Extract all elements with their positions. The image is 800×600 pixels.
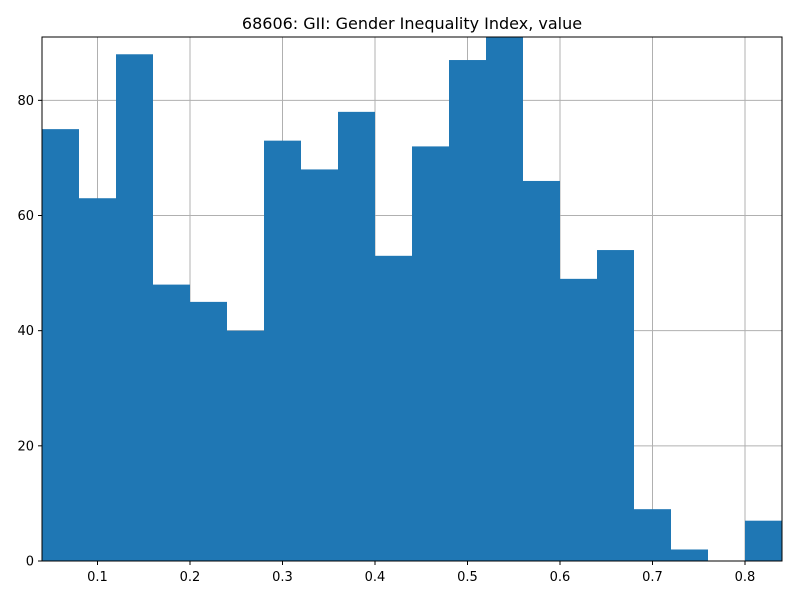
histogram-bar — [486, 37, 523, 561]
histogram-bar — [745, 520, 782, 561]
histogram-bar — [375, 255, 412, 562]
histogram-bar — [412, 146, 449, 561]
y-tick-label: 0 — [26, 555, 34, 570]
x-tick-label: 0.7 — [642, 570, 663, 585]
histogram-bar — [449, 60, 486, 562]
x-tick-label: 0.1 — [87, 570, 108, 585]
histogram-bar — [523, 180, 560, 561]
histogram-bar — [79, 198, 116, 561]
y-tick-label: 60 — [17, 209, 34, 224]
chart-title: 68606: GII: Gender Inequality Index, val… — [242, 14, 582, 33]
y-tick-label: 20 — [17, 439, 34, 454]
histogram-bar — [42, 129, 79, 561]
y-axis: 0 20 40 60 80 — [17, 94, 42, 570]
x-tick-label: 0.5 — [457, 570, 478, 585]
histogram-bar — [301, 169, 338, 561]
x-tick-label: 0.6 — [550, 570, 571, 585]
histogram-bar — [671, 549, 708, 561]
histogram-bar — [338, 111, 375, 561]
x-tick-label: 0.2 — [180, 570, 201, 585]
histogram-bar — [634, 509, 671, 561]
x-tick-label: 0.8 — [735, 570, 756, 585]
x-axis: 0.1 0.2 0.3 0.4 0.5 0.6 0.7 0.8 — [87, 561, 755, 585]
x-tick-label: 0.4 — [365, 570, 386, 585]
histogram-bars — [42, 37, 782, 562]
histogram-bar — [597, 250, 634, 562]
plot-frame — [41, 36, 783, 562]
y-tick-label: 80 — [17, 94, 34, 109]
histogram-bar — [227, 330, 264, 561]
histogram-bar — [264, 140, 301, 561]
y-tick-label: 40 — [17, 324, 34, 339]
histogram-bar — [116, 54, 153, 562]
histogram-bar — [153, 284, 190, 561]
x-tick-label: 0.3 — [272, 570, 293, 585]
histogram-bar — [560, 278, 597, 561]
histogram-bar — [190, 301, 227, 561]
